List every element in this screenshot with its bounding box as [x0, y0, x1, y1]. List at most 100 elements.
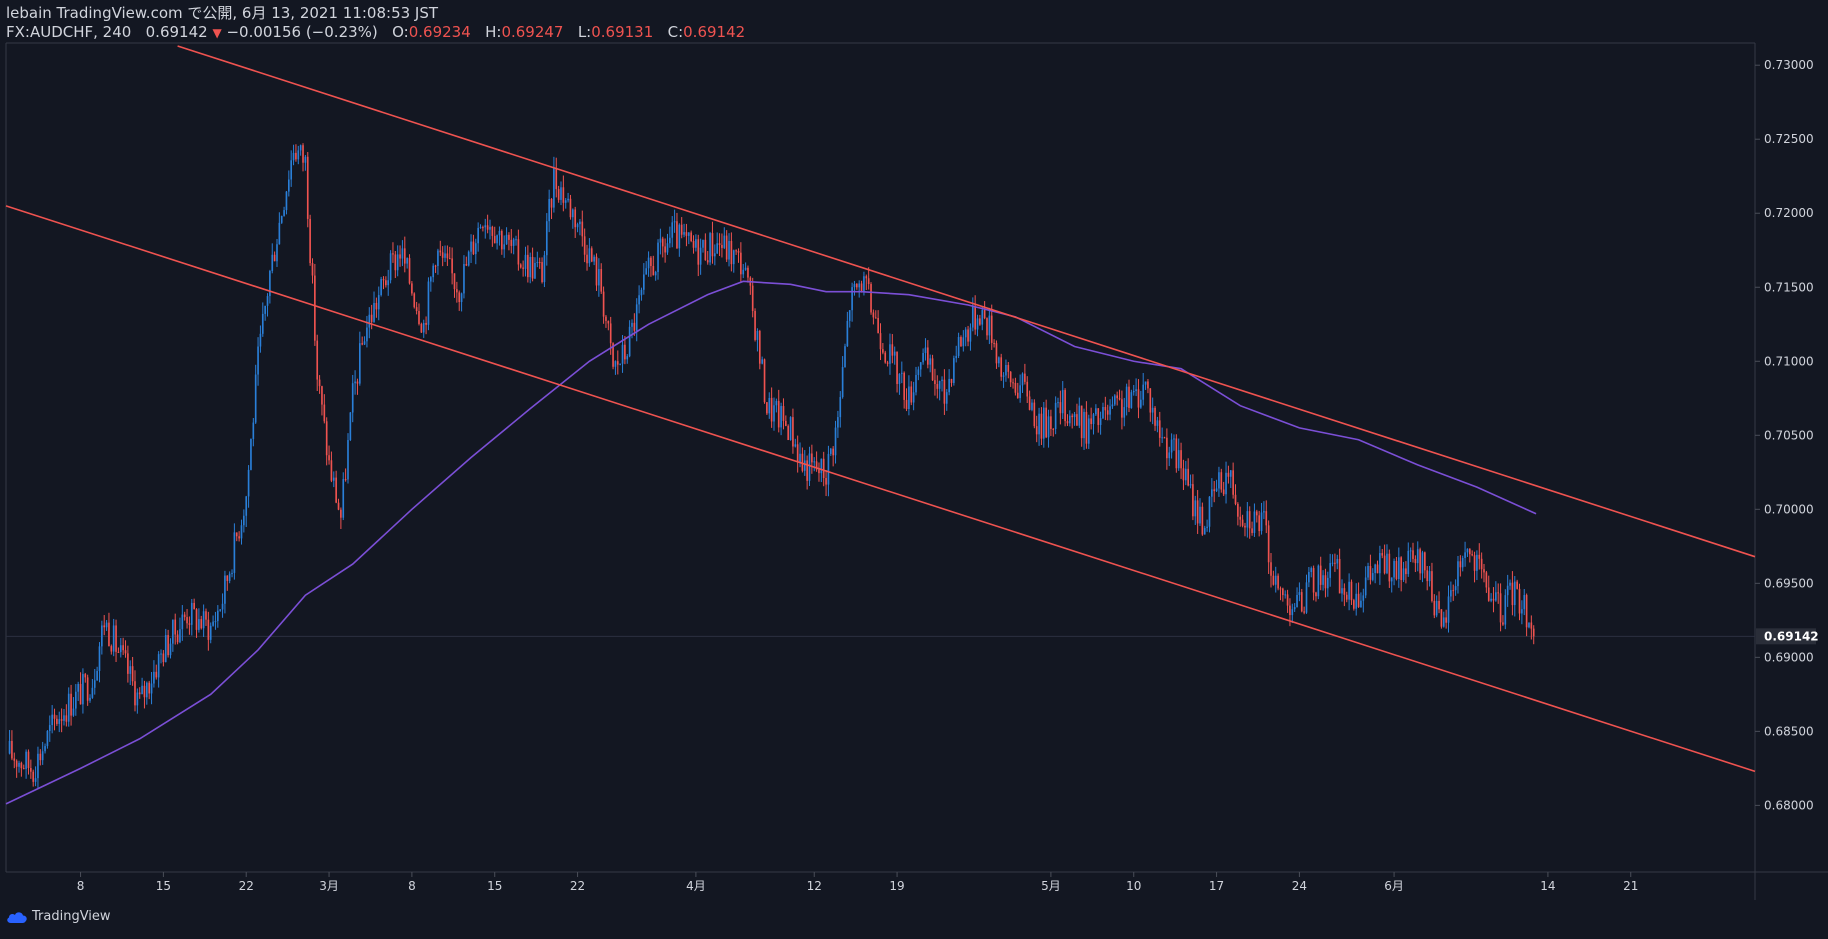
symbol-label[interactable]: FX:AUDCHF, 240 [6, 23, 132, 41]
candle-up [271, 254, 274, 271]
candle-down [420, 323, 423, 333]
candle-up [1083, 411, 1085, 439]
candle-up [219, 609, 222, 611]
candle-down [413, 293, 416, 308]
candle-up [1513, 581, 1516, 606]
candle-up [803, 460, 806, 471]
candle-down [931, 358, 934, 381]
candle-down [796, 444, 799, 463]
candle-up [953, 358, 955, 383]
candle-down [1121, 399, 1123, 418]
candle-up [1189, 484, 1192, 486]
candles-layer [8, 143, 1535, 789]
candle-up [228, 573, 231, 581]
candle-down [676, 221, 678, 249]
candle-up [957, 337, 960, 356]
candle-down [792, 417, 794, 447]
upper-trendline[interactable] [177, 45, 1756, 558]
candle-down [1395, 560, 1398, 580]
candle-up [962, 337, 965, 347]
candle-down [550, 198, 553, 208]
price-axis[interactable]: 0.73000 0.72500 0.72000 0.71500 0.71000 0.705… [1755, 58, 1819, 812]
candle-up [827, 453, 830, 485]
candle-down [1035, 426, 1038, 435]
candle-down [1265, 511, 1268, 526]
candle-down [1405, 568, 1407, 575]
candle-down [1180, 450, 1182, 469]
candle-up [799, 453, 801, 463]
candle-up [254, 374, 257, 423]
candle-up [912, 392, 915, 403]
price-change: −0.00156 (−0.23%) [226, 23, 378, 41]
candle-up [1336, 558, 1339, 564]
candle-up [893, 351, 896, 356]
candle-up [181, 614, 184, 630]
price-tick-label: 0.69000 [1764, 650, 1814, 664]
candle-up [1274, 575, 1277, 585]
lower-trendline[interactable] [5, 205, 1756, 773]
candle-up [1442, 617, 1445, 627]
candle-up [474, 243, 477, 255]
candle-down [465, 264, 468, 266]
candle-down [1258, 515, 1261, 532]
candle-down [1040, 413, 1043, 439]
candle-down [882, 349, 884, 353]
candle-up [74, 691, 77, 709]
candle-up [1161, 437, 1163, 439]
candle-up [484, 225, 487, 228]
candle-up [553, 168, 555, 208]
candle-down [103, 625, 106, 628]
candle-down [174, 619, 177, 635]
candle-down [758, 330, 761, 364]
candle-up [742, 269, 745, 275]
last-price-tag: 0.69142 [1764, 629, 1819, 643]
candle-up [1002, 375, 1005, 377]
candle-down [1412, 550, 1414, 559]
candle-down [13, 758, 16, 761]
candle-up [687, 232, 690, 236]
candle-up [259, 333, 262, 347]
trendlines-layer[interactable] [5, 45, 1756, 773]
candle-down [321, 386, 323, 405]
candle-down [782, 406, 785, 421]
candle-down [569, 198, 572, 218]
candle-down [200, 619, 203, 629]
candle-down [453, 273, 456, 290]
price-tick-label: 0.69500 [1764, 576, 1814, 590]
candle-down [865, 276, 868, 279]
candle-down [188, 623, 191, 625]
candle-up [1173, 438, 1175, 440]
candle-up [112, 625, 115, 652]
candle-up [212, 621, 214, 626]
candle-up [789, 417, 792, 441]
candle-up [470, 241, 472, 252]
candle-up [153, 671, 155, 684]
candle-up [287, 179, 290, 192]
candle-down [472, 241, 475, 255]
candle-down [108, 622, 110, 647]
candle-down [162, 653, 165, 663]
candle-down [295, 152, 297, 160]
candle-down [517, 239, 520, 265]
candle-down [131, 666, 134, 682]
candle-up [714, 253, 716, 257]
candle-up [588, 248, 591, 264]
candle-down [195, 609, 198, 630]
candle-up [96, 670, 98, 681]
candle-up [18, 762, 20, 767]
time-tick-label: 15 [156, 879, 171, 893]
candle-down [1312, 568, 1315, 593]
candle-up [1225, 472, 1227, 495]
candle-down [22, 768, 25, 770]
candle-up [1421, 552, 1424, 574]
time-axis[interactable]: 8 15 22 3月 8 15 22 4月 12 19 5月 10 17 24 6月 14 21 [77, 872, 1639, 893]
candle-up [1528, 622, 1530, 628]
open-value: 0.69234 [408, 23, 471, 41]
candle-up [252, 422, 255, 439]
candle-down [1104, 406, 1107, 411]
candle-up [202, 611, 205, 629]
candle-up [529, 256, 532, 278]
time-tick-label: 19 [889, 879, 904, 893]
candle-up [479, 227, 482, 229]
